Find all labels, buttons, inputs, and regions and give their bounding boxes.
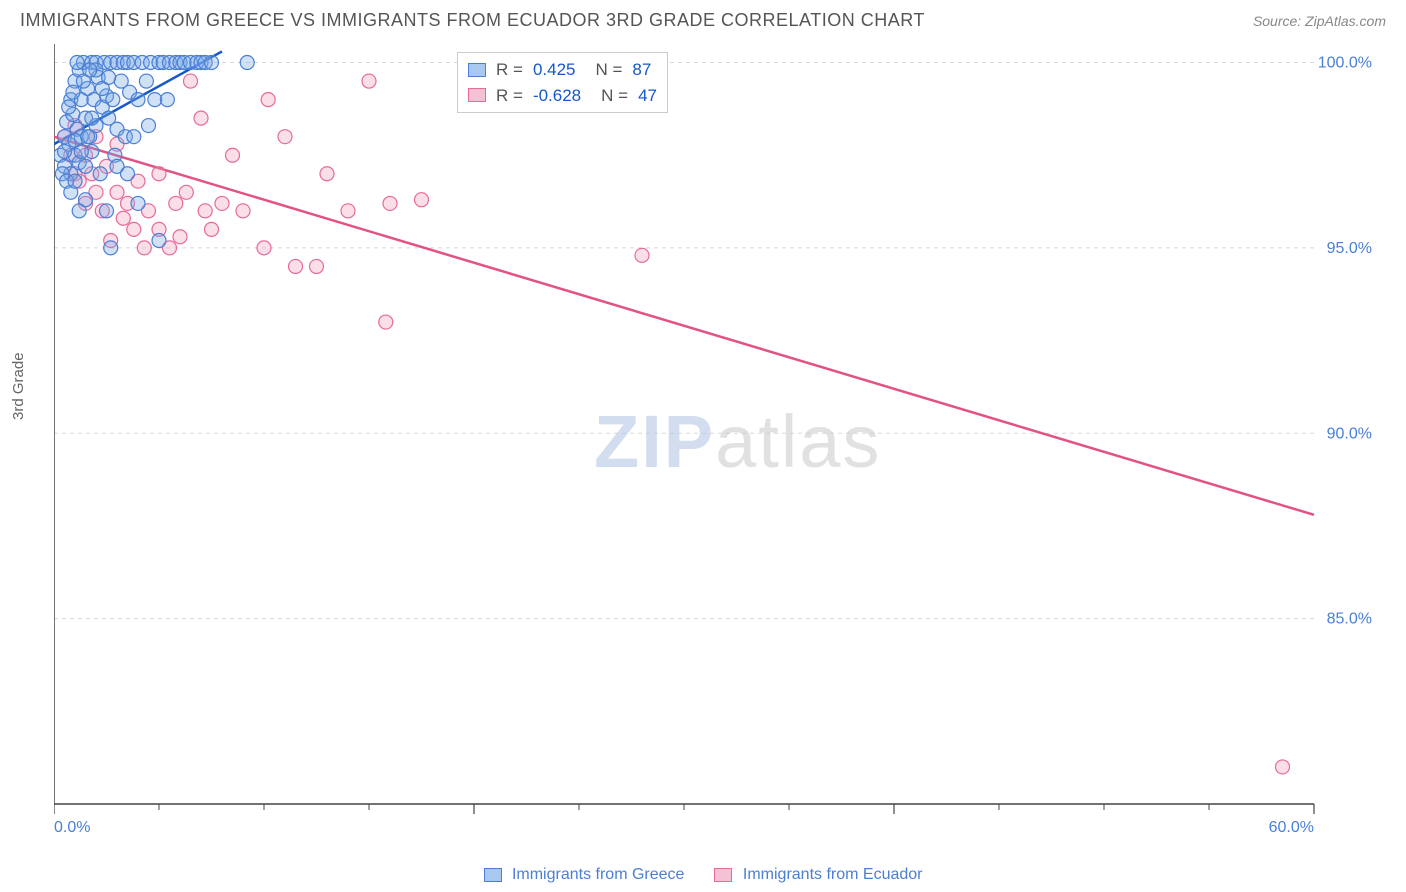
legend-swatch-greece-icon xyxy=(484,868,502,882)
legend-item-greece: Immigrants from Greece xyxy=(484,866,685,884)
swatch-greece-icon xyxy=(468,63,486,77)
y-axis-title: 3rd Grade xyxy=(10,352,27,420)
n-value-greece: 87 xyxy=(632,57,651,83)
legend-item-ecuador: Immigrants from Ecuador xyxy=(714,866,922,884)
chart-title: IMMIGRANTS FROM GREECE VS IMMIGRANTS FRO… xyxy=(20,10,925,31)
scatter-chart-svg: 85.0% 90.0% 95.0% 100.0% 0.0% 60.0% xyxy=(54,44,1386,832)
r-label: R = xyxy=(496,57,523,83)
legend-label-greece: Immigrants from Greece xyxy=(512,866,684,883)
legend-label-ecuador: Immigrants from Ecuador xyxy=(743,866,923,883)
svg-text:100.0%: 100.0% xyxy=(1318,55,1372,72)
correlation-legend-box: R = 0.425 N = 87 R = -0.628 N = 47 xyxy=(457,52,668,113)
svg-text:0.0%: 0.0% xyxy=(54,819,90,832)
n-value-ecuador: 47 xyxy=(638,83,657,109)
n-label: N = xyxy=(601,83,628,109)
chart-area: 85.0% 90.0% 95.0% 100.0% 0.0% 60.0% R = 0.425… xyxy=(54,44,1386,832)
chart-header: IMMIGRANTS FROM GREECE VS IMMIGRANTS FRO… xyxy=(0,0,1406,37)
legend-swatch-ecuador-icon xyxy=(714,868,732,882)
svg-text:90.0%: 90.0% xyxy=(1327,425,1372,442)
svg-text:95.0%: 95.0% xyxy=(1327,240,1372,257)
r-value-greece: 0.425 xyxy=(533,57,576,83)
correlation-row-ecuador: R = -0.628 N = 47 xyxy=(468,83,657,109)
svg-text:85.0%: 85.0% xyxy=(1327,611,1372,628)
correlation-row-greece: R = 0.425 N = 87 xyxy=(468,57,657,83)
source-label: Source: ZipAtlas.com xyxy=(1253,13,1386,29)
bottom-legend: Immigrants from Greece Immigrants from E… xyxy=(0,866,1406,884)
swatch-ecuador-icon xyxy=(468,88,486,102)
n-label: N = xyxy=(595,57,622,83)
r-label: R = xyxy=(496,83,523,109)
r-value-ecuador: -0.628 xyxy=(533,83,581,109)
svg-text:60.0%: 60.0% xyxy=(1269,819,1314,832)
